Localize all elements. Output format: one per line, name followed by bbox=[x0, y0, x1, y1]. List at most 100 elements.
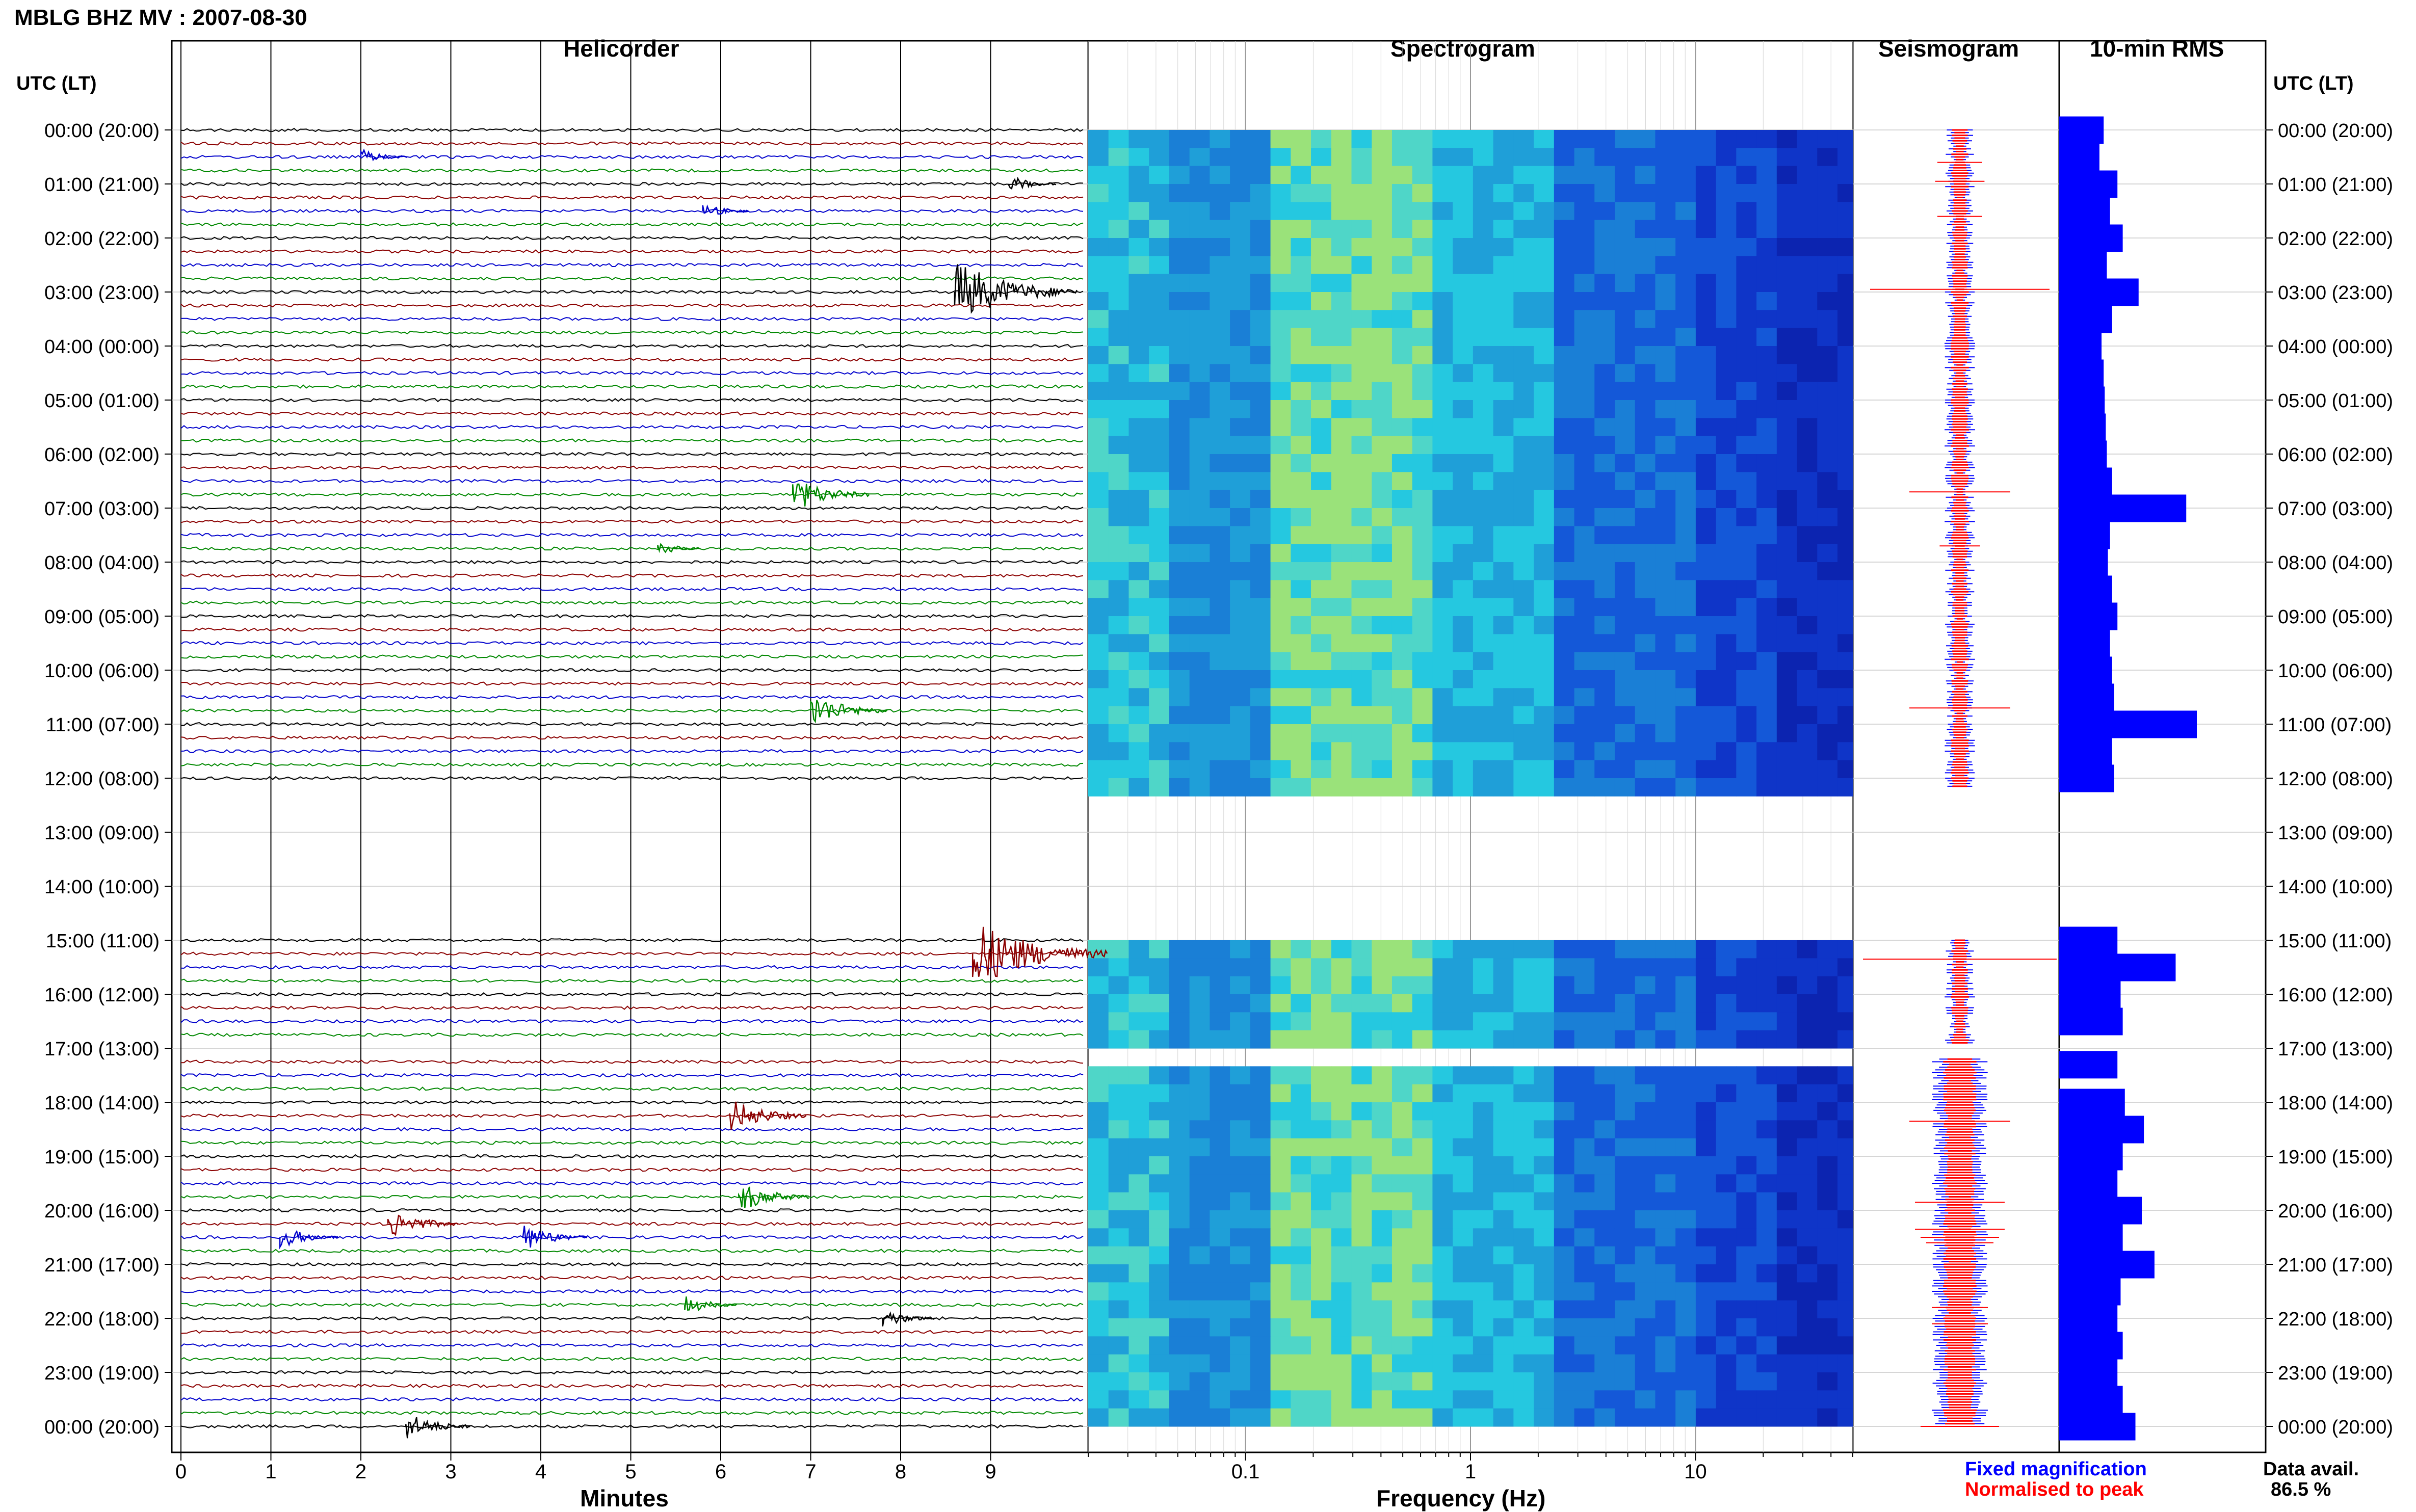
hour-label-left: 03:00 (23:00) bbox=[44, 282, 160, 304]
helicorder-event bbox=[882, 1311, 935, 1327]
rms-bar bbox=[2059, 980, 2121, 1009]
helicorder-event bbox=[684, 1296, 738, 1312]
rms-bar bbox=[2059, 764, 2114, 792]
hour-label-right: 08:00 (04:00) bbox=[2278, 552, 2393, 574]
rms-bar bbox=[2059, 926, 2118, 954]
rms-bar bbox=[2059, 143, 2099, 171]
helicorder-event bbox=[810, 700, 888, 724]
hour-label-left: 06:00 (02:00) bbox=[44, 444, 160, 466]
hour-label-left: 12:00 (08:00) bbox=[44, 768, 160, 790]
hour-label-left: 19:00 (15:00) bbox=[44, 1147, 160, 1168]
hour-label-right: 05:00 (01:00) bbox=[2278, 390, 2393, 412]
hour-label-left: 01:00 (21:00) bbox=[44, 174, 160, 196]
hour-label-right: 21:00 (17:00) bbox=[2278, 1255, 2393, 1276]
rms-bar bbox=[2059, 1359, 2118, 1387]
hour-label-right: 00:00 (20:00) bbox=[2278, 1417, 2393, 1438]
helicorder-event bbox=[279, 1230, 338, 1250]
hour-label-left: 18:00 (14:00) bbox=[44, 1093, 160, 1114]
rms-title: 10-min RMS bbox=[2090, 35, 2224, 62]
rms-bars bbox=[2059, 116, 2197, 1441]
hour-label-right: 07:00 (03:00) bbox=[2278, 498, 2393, 520]
rms-bar bbox=[2059, 440, 2107, 468]
helicorder-event bbox=[971, 926, 1108, 977]
hour-label-left: 11:00 (07:00) bbox=[46, 714, 160, 736]
seismogram-traces bbox=[1863, 129, 2057, 1427]
helicorder-event bbox=[792, 483, 870, 507]
spectrogram-title: Spectrogram bbox=[1390, 35, 1535, 62]
rms-bar bbox=[2059, 224, 2123, 252]
hour-label-right: 16:00 (12:00) bbox=[2278, 985, 2393, 1006]
hour-label-left: 05:00 (01:00) bbox=[44, 390, 160, 412]
plot-frame bbox=[171, 40, 2267, 1453]
frequency-tick-label: 0.1 bbox=[1231, 1461, 1260, 1483]
helicorder-event bbox=[738, 1186, 809, 1208]
hour-label-right: 10:00 (06:00) bbox=[2278, 660, 2393, 682]
hour-label-right: 00:00 (20:00) bbox=[2278, 120, 2393, 142]
rms-bar bbox=[2059, 683, 2114, 711]
hour-label-right: 03:00 (23:00) bbox=[2278, 282, 2393, 304]
rms-bar bbox=[2059, 1224, 2123, 1252]
helicorder-event bbox=[702, 204, 749, 215]
rms-bar bbox=[2059, 1089, 2125, 1117]
rms-bar bbox=[2059, 359, 2104, 387]
helicorder-traces bbox=[180, 127, 1108, 1439]
hour-label-left: 08:00 (04:00) bbox=[44, 552, 160, 574]
hour-label-right: 17:00 (13:00) bbox=[2278, 1039, 2393, 1060]
rms-bar bbox=[2059, 386, 2105, 414]
legend-fixed-magnification: Fixed magnification bbox=[1965, 1458, 2147, 1480]
rms-bar bbox=[2059, 1386, 2123, 1414]
hour-label-right: 20:00 (16:00) bbox=[2278, 1201, 2393, 1222]
data-availability-label: Data avail. bbox=[2263, 1458, 2359, 1480]
minute-tick-label: 7 bbox=[805, 1461, 816, 1483]
hour-label-left: 09:00 (05:00) bbox=[44, 606, 160, 628]
helicorder-event bbox=[1008, 176, 1057, 190]
frequency-tick-label: 1 bbox=[1465, 1461, 1476, 1483]
hour-label-right: 01:00 (21:00) bbox=[2278, 174, 2393, 196]
rms-bar bbox=[2059, 1278, 2121, 1306]
rms-bar bbox=[2059, 170, 2118, 198]
rms-bar bbox=[2059, 494, 2187, 522]
rms-bar bbox=[2059, 1251, 2155, 1279]
hour-label-right: 06:00 (02:00) bbox=[2278, 444, 2393, 466]
hour-label-left: 02:00 (22:00) bbox=[44, 228, 160, 250]
legend-normalised-to-peak: Normalised to peak bbox=[1965, 1479, 2144, 1500]
minute-tick-label: 1 bbox=[265, 1461, 276, 1483]
hour-label-right: 15:00 (11:00) bbox=[2278, 931, 2392, 952]
rms-bar bbox=[2059, 1007, 2123, 1036]
rms-bar bbox=[2059, 575, 2112, 603]
hour-label-left: 07:00 (03:00) bbox=[44, 498, 160, 520]
rms-bar bbox=[2059, 467, 2112, 495]
hour-label-left: 14:00 (10:00) bbox=[44, 877, 160, 898]
rms-bar bbox=[2059, 1170, 2118, 1198]
hour-label-left: 23:00 (19:00) bbox=[44, 1363, 160, 1384]
rms-bar bbox=[2059, 710, 2197, 738]
rms-bar bbox=[2059, 116, 2104, 144]
rms-bar bbox=[2059, 737, 2112, 765]
minute-tick-label: 3 bbox=[445, 1461, 456, 1483]
rms-bar bbox=[2059, 1051, 2118, 1079]
hour-label-right: 19:00 (15:00) bbox=[2278, 1147, 2393, 1168]
hour-label-right: 23:00 (19:00) bbox=[2278, 1363, 2393, 1384]
rms-bar bbox=[2059, 629, 2110, 657]
rms-bar bbox=[2059, 1305, 2118, 1333]
rms-bar bbox=[2059, 197, 2110, 225]
minute-tick-label: 6 bbox=[715, 1461, 726, 1483]
hour-label-right: 04:00 (00:00) bbox=[2278, 336, 2393, 358]
helicorder-event bbox=[360, 148, 407, 162]
hour-label-left: 20:00 (16:00) bbox=[44, 1201, 160, 1222]
hour-label-right: 12:00 (08:00) bbox=[2278, 768, 2393, 790]
hour-label-left: 10:00 (06:00) bbox=[44, 660, 160, 682]
rms-bar bbox=[2059, 602, 2118, 630]
hour-label-right: 22:00 (18:00) bbox=[2278, 1309, 2393, 1330]
hour-label-left: 21:00 (17:00) bbox=[44, 1255, 160, 1276]
rms-bar bbox=[2059, 251, 2107, 279]
hour-label-left: 00:00 (20:00) bbox=[44, 1417, 160, 1438]
minute-tick-label: 5 bbox=[625, 1461, 636, 1483]
helicorder-event bbox=[954, 264, 1078, 314]
helicorder-event bbox=[657, 543, 701, 553]
seismogram-title: Seismogram bbox=[1878, 35, 2019, 62]
time-axis-label-right: UTC (LT) bbox=[2273, 73, 2354, 94]
hour-label-left: 17:00 (13:00) bbox=[44, 1039, 160, 1060]
hour-label-right: 18:00 (14:00) bbox=[2278, 1093, 2393, 1114]
